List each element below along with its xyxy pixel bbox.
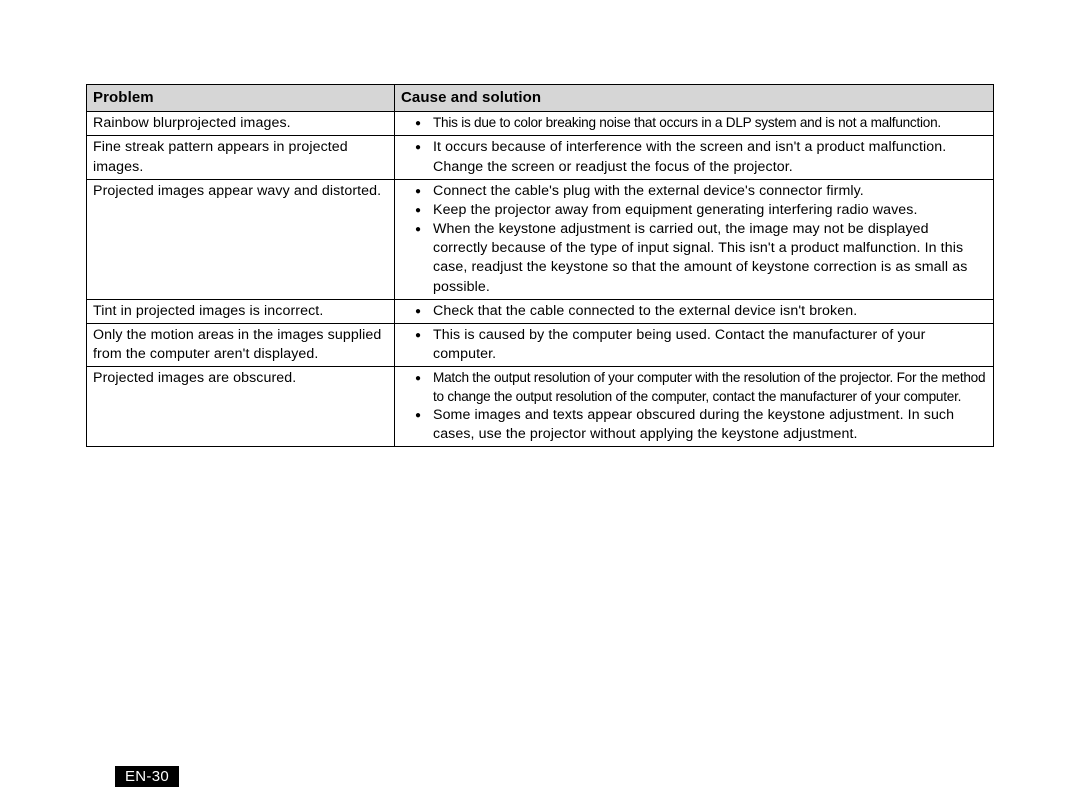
table-row: Fine streak pattern appears in projected… xyxy=(87,136,994,179)
solution-item: When the keystone adjustment is carried … xyxy=(401,220,987,297)
problem-cell: Tint in projected images is incorrect. xyxy=(87,299,395,323)
solution-cell: It occurs because of interference with t… xyxy=(395,136,994,179)
solution-item: This is due to color breaking noise that… xyxy=(401,114,987,132)
table-row: Projected images are obscured.Match the … xyxy=(87,367,994,447)
solution-cell: This is due to color breaking noise that… xyxy=(395,112,994,136)
solution-item: Match the output resolution of your comp… xyxy=(401,369,987,406)
table-row: Rainbow blurprojected images. This is due… xyxy=(87,112,994,136)
solution-list: Check that the cable connected to the ex… xyxy=(401,302,987,321)
table-header-row: Problem Cause and solution xyxy=(87,85,994,112)
problem-cell: Projected images appear wavy and distort… xyxy=(87,179,395,299)
solution-item: Connect the cable's plug with the extern… xyxy=(401,182,987,201)
solution-item: Check that the cable connected to the ex… xyxy=(401,302,987,321)
solution-item: Keep the projector away from equipment g… xyxy=(401,201,987,220)
solution-list: Match the output resolution of your comp… xyxy=(401,369,987,444)
problem-cell: Rainbow blurprojected images. xyxy=(87,112,395,136)
header-problem: Problem xyxy=(87,85,395,112)
troubleshooting-table: Problem Cause and solution Rainbow blurp… xyxy=(86,84,994,447)
table-row: Projected images appear wavy and distort… xyxy=(87,179,994,299)
problem-cell: Projected images are obscured. xyxy=(87,367,395,447)
solution-list: It occurs because of interference with t… xyxy=(401,138,987,176)
solution-cell: Connect the cable's plug with the extern… xyxy=(395,179,994,299)
header-solution: Cause and solution xyxy=(395,85,994,112)
solution-list: Connect the cable's plug with the extern… xyxy=(401,182,987,297)
page-number: EN-30 xyxy=(115,766,179,787)
solution-cell: Match the output resolution of your comp… xyxy=(395,367,994,447)
solution-cell: This is caused by the computer being use… xyxy=(395,323,994,366)
solution-item: This is caused by the computer being use… xyxy=(401,326,987,364)
solution-list: This is caused by the computer being use… xyxy=(401,326,987,364)
solution-list: This is due to color breaking noise that… xyxy=(401,114,987,132)
problem-cell: Fine streak pattern appears in projected… xyxy=(87,136,395,179)
problem-cell: Only the motion areas in the images supp… xyxy=(87,323,395,366)
table-row: Tint in projected images is incorrect. Ch… xyxy=(87,299,994,323)
solution-item: Some images and texts appear obscured du… xyxy=(401,406,987,444)
document-page: Problem Cause and solution Rainbow blurp… xyxy=(0,0,1080,805)
table-row: Only the motion areas in the images supp… xyxy=(87,323,994,366)
solution-cell: Check that the cable connected to the ex… xyxy=(395,299,994,323)
solution-item: It occurs because of interference with t… xyxy=(401,138,987,176)
